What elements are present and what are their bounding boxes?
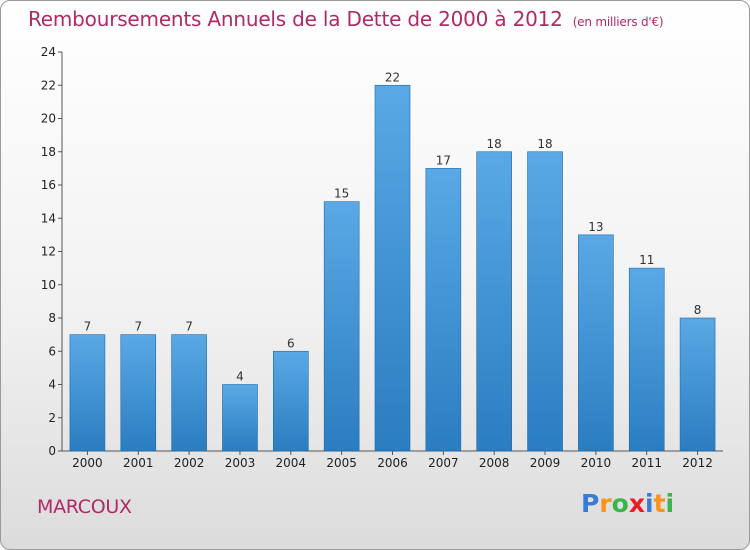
bar-2007 bbox=[425, 168, 462, 452]
data-label-2012: 8 bbox=[694, 303, 702, 317]
y-tick-label: 20 bbox=[41, 112, 56, 126]
y-tick-label: 16 bbox=[41, 178, 56, 192]
logo-letter-2: o bbox=[611, 489, 629, 518]
x-tick-label-2007: 2007 bbox=[428, 456, 459, 470]
x-tick-label-2009: 2009 bbox=[530, 456, 561, 470]
y-tick-label: 10 bbox=[41, 278, 56, 292]
y-tick-label: 12 bbox=[41, 245, 56, 259]
bar-2010 bbox=[578, 234, 614, 452]
logo-letter-5: t bbox=[653, 489, 666, 518]
chart-title-text: Remboursements Annuels de la Dette de 20… bbox=[28, 7, 563, 31]
data-label-2008: 18 bbox=[487, 137, 502, 151]
data-label-2003: 4 bbox=[236, 370, 244, 384]
data-label-2004: 6 bbox=[287, 336, 295, 350]
bar-2011 bbox=[628, 267, 665, 452]
x-tick-label-2002: 2002 bbox=[174, 456, 205, 470]
data-label-2010: 13 bbox=[588, 220, 603, 234]
data-label-2005: 15 bbox=[334, 187, 349, 201]
y-tick-label: 14 bbox=[41, 211, 56, 225]
bar-2012 bbox=[679, 317, 716, 452]
y-tick-label: 8 bbox=[48, 311, 56, 325]
x-tick-label-2006: 2006 bbox=[377, 456, 408, 470]
bar-2009 bbox=[527, 151, 563, 452]
data-label-2011: 11 bbox=[639, 253, 654, 267]
x-tick-label-2005: 2005 bbox=[326, 456, 357, 470]
y-tick-label: 4 bbox=[48, 378, 56, 392]
proxiti-logo: Proxiti bbox=[581, 489, 674, 518]
logo-letter-3: x bbox=[628, 489, 645, 518]
bar-2002 bbox=[171, 334, 207, 452]
logo-letter-6: i bbox=[665, 489, 675, 518]
y-tick-label: 0 bbox=[48, 444, 56, 458]
y-tick-label: 18 bbox=[41, 145, 56, 159]
x-tick-label-2012: 2012 bbox=[682, 456, 713, 470]
bar-2000 bbox=[69, 334, 106, 452]
y-tick-label: 22 bbox=[41, 78, 56, 92]
data-label-2000: 7 bbox=[84, 320, 92, 334]
chart-title: Remboursements Annuels de la Dette de 20… bbox=[28, 7, 664, 31]
data-label-2009: 18 bbox=[537, 137, 552, 151]
x-tick-label-2004: 2004 bbox=[276, 456, 307, 470]
bar-2006 bbox=[374, 84, 411, 452]
logo-letter-0: P bbox=[581, 489, 600, 518]
data-label-2007: 17 bbox=[436, 153, 451, 167]
commune-name: MARCOUX bbox=[37, 496, 132, 518]
logo-letter-1: r bbox=[599, 489, 612, 518]
y-tick-label: 24 bbox=[41, 45, 56, 59]
bar-2008 bbox=[476, 151, 512, 452]
bar-2005 bbox=[323, 201, 360, 452]
bar-2001 bbox=[120, 334, 157, 452]
x-tick-label-2001: 2001 bbox=[123, 456, 154, 470]
chart-subtitle: (en milliers d'€) bbox=[572, 15, 664, 29]
bar-2003 bbox=[222, 384, 258, 452]
data-label-2006: 22 bbox=[385, 70, 400, 84]
y-tick-label: 6 bbox=[48, 344, 56, 358]
logo-letter-4: i bbox=[645, 489, 654, 518]
x-tick-label-2008: 2008 bbox=[479, 456, 510, 470]
y-tick-label: 2 bbox=[48, 411, 56, 425]
x-tick-label-2010: 2010 bbox=[581, 456, 612, 470]
x-tick-label-2000: 2000 bbox=[72, 456, 103, 470]
x-tick-label-2003: 2003 bbox=[225, 456, 256, 470]
data-label-2002: 7 bbox=[185, 320, 193, 334]
x-tick-label-2011: 2011 bbox=[631, 456, 662, 470]
bar-2004 bbox=[273, 350, 309, 452]
data-label-2001: 7 bbox=[134, 320, 142, 334]
